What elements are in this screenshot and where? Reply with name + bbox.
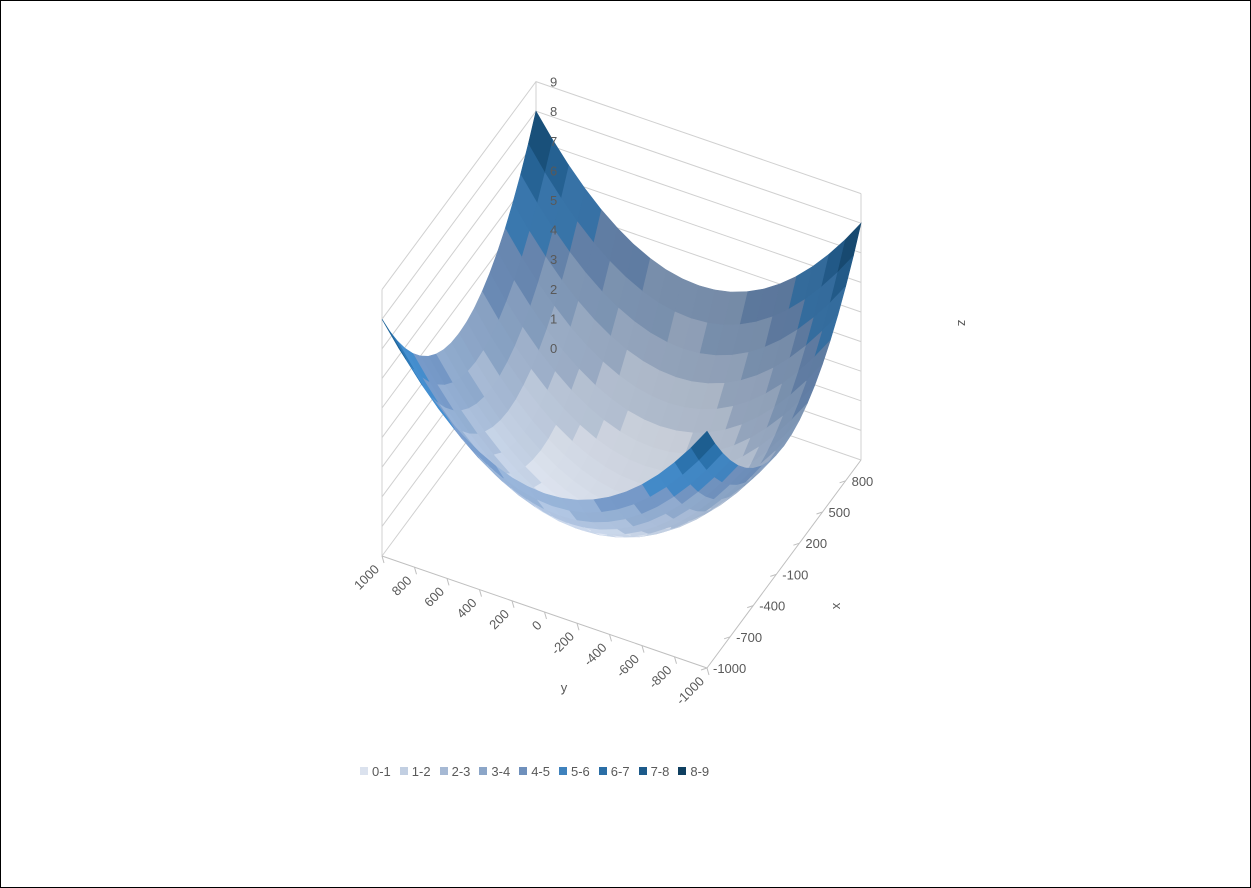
legend-entry: 8-9 (678, 764, 709, 779)
x-axis-line (706, 459, 862, 669)
z-tick-label: 0 (550, 341, 557, 356)
x-tick (816, 511, 823, 515)
y-tick-label: 1000 (351, 562, 382, 593)
x-tick (793, 542, 800, 546)
y-tick (511, 600, 515, 608)
legend-label: 3-4 (491, 763, 511, 779)
y-tick-label: 0 (529, 618, 545, 634)
z-tick-label: 9 (550, 75, 557, 90)
legend-swatch (598, 767, 607, 775)
legend-swatch (479, 767, 488, 775)
legend: 0-1 1-2 2-3 3-4 4-5 5-6 6-7 7-8 8-9 (360, 761, 709, 781)
legend-entry: 5-6 (558, 763, 590, 779)
y-tick (414, 567, 417, 575)
x-tick (700, 667, 708, 671)
legend-label: 5-6 (570, 763, 590, 779)
x-tick-label: -400 (759, 599, 785, 614)
x-axis-title: x (828, 602, 843, 609)
x-tick (770, 573, 777, 577)
x-tick-label: 800 (852, 474, 874, 489)
z-tick-label: 4 (550, 223, 557, 238)
legend-label: 1-2 (411, 763, 431, 779)
legend-swatch (678, 767, 687, 775)
y-tick-label: -600 (613, 651, 642, 680)
x-tick-label: -100 (782, 567, 808, 582)
z-tick-label: 2 (550, 282, 557, 297)
legend-swatch (519, 767, 528, 775)
legend-swatch (399, 767, 408, 775)
x-tick-label: -1000 (713, 661, 746, 676)
y-tick (381, 555, 385, 564)
legend-label: 2-3 (451, 763, 471, 779)
x-tick (723, 636, 731, 640)
y-tick (446, 578, 450, 586)
legend-label: 4-5 (531, 763, 550, 779)
z-tick-label: 5 (550, 193, 557, 208)
legend-entry: 6-7 (598, 763, 630, 779)
x-tick (747, 605, 754, 609)
x-tick-label: -700 (736, 630, 762, 645)
y-tick (576, 623, 580, 631)
y-tick (674, 656, 677, 664)
z-tick-label: 3 (550, 252, 557, 267)
legend-label: 0-1 (372, 763, 391, 779)
y-axis-title: y (561, 680, 568, 695)
y-tick (544, 611, 547, 620)
legend-entry: 4-5 (519, 764, 550, 779)
legend-swatch (558, 767, 567, 775)
z-tick-label: 6 (550, 163, 557, 178)
y-tick-label: 600 (421, 584, 447, 610)
y-tick (609, 634, 612, 642)
legend-swatch (360, 767, 368, 775)
x-tick (839, 480, 846, 484)
legend-swatch (638, 767, 647, 775)
y-tick-label: -200 (548, 629, 577, 658)
y-tick (641, 645, 645, 653)
z-tick-label: 8 (550, 104, 557, 119)
legend-label: 8-9 (690, 763, 710, 779)
y-tick (706, 667, 710, 676)
y-tick-label: -800 (646, 662, 675, 691)
y-tick-label: -400 (581, 640, 610, 669)
z-axis-title: z (955, 320, 970, 327)
legend-entry: 7-8 (638, 763, 670, 779)
x-tick-label: 500 (829, 505, 851, 520)
legend-label: 6-7 (610, 763, 630, 779)
legend-entry: 0-1 (360, 764, 391, 779)
legend-entry: 1-2 (399, 763, 431, 779)
z-tick-label: 7 (550, 134, 557, 149)
z-tick-label: 1 (550, 311, 557, 326)
y-tick-label: 400 (454, 595, 480, 621)
y-tick-label: 200 (486, 606, 512, 632)
y-tick-label: -1000 (673, 674, 707, 708)
legend-entry: 3-4 (479, 764, 510, 779)
y-tick (479, 589, 482, 597)
legend-swatch (439, 767, 448, 775)
surface-cell (381, 319, 407, 360)
surface-mesh (381, 110, 862, 538)
legend-entry: 2-3 (439, 763, 471, 779)
legend-label: 7-8 (650, 763, 670, 779)
floor-axes (381, 459, 862, 676)
x-tick-label: 200 (805, 536, 827, 551)
y-tick-label: 800 (389, 573, 415, 599)
